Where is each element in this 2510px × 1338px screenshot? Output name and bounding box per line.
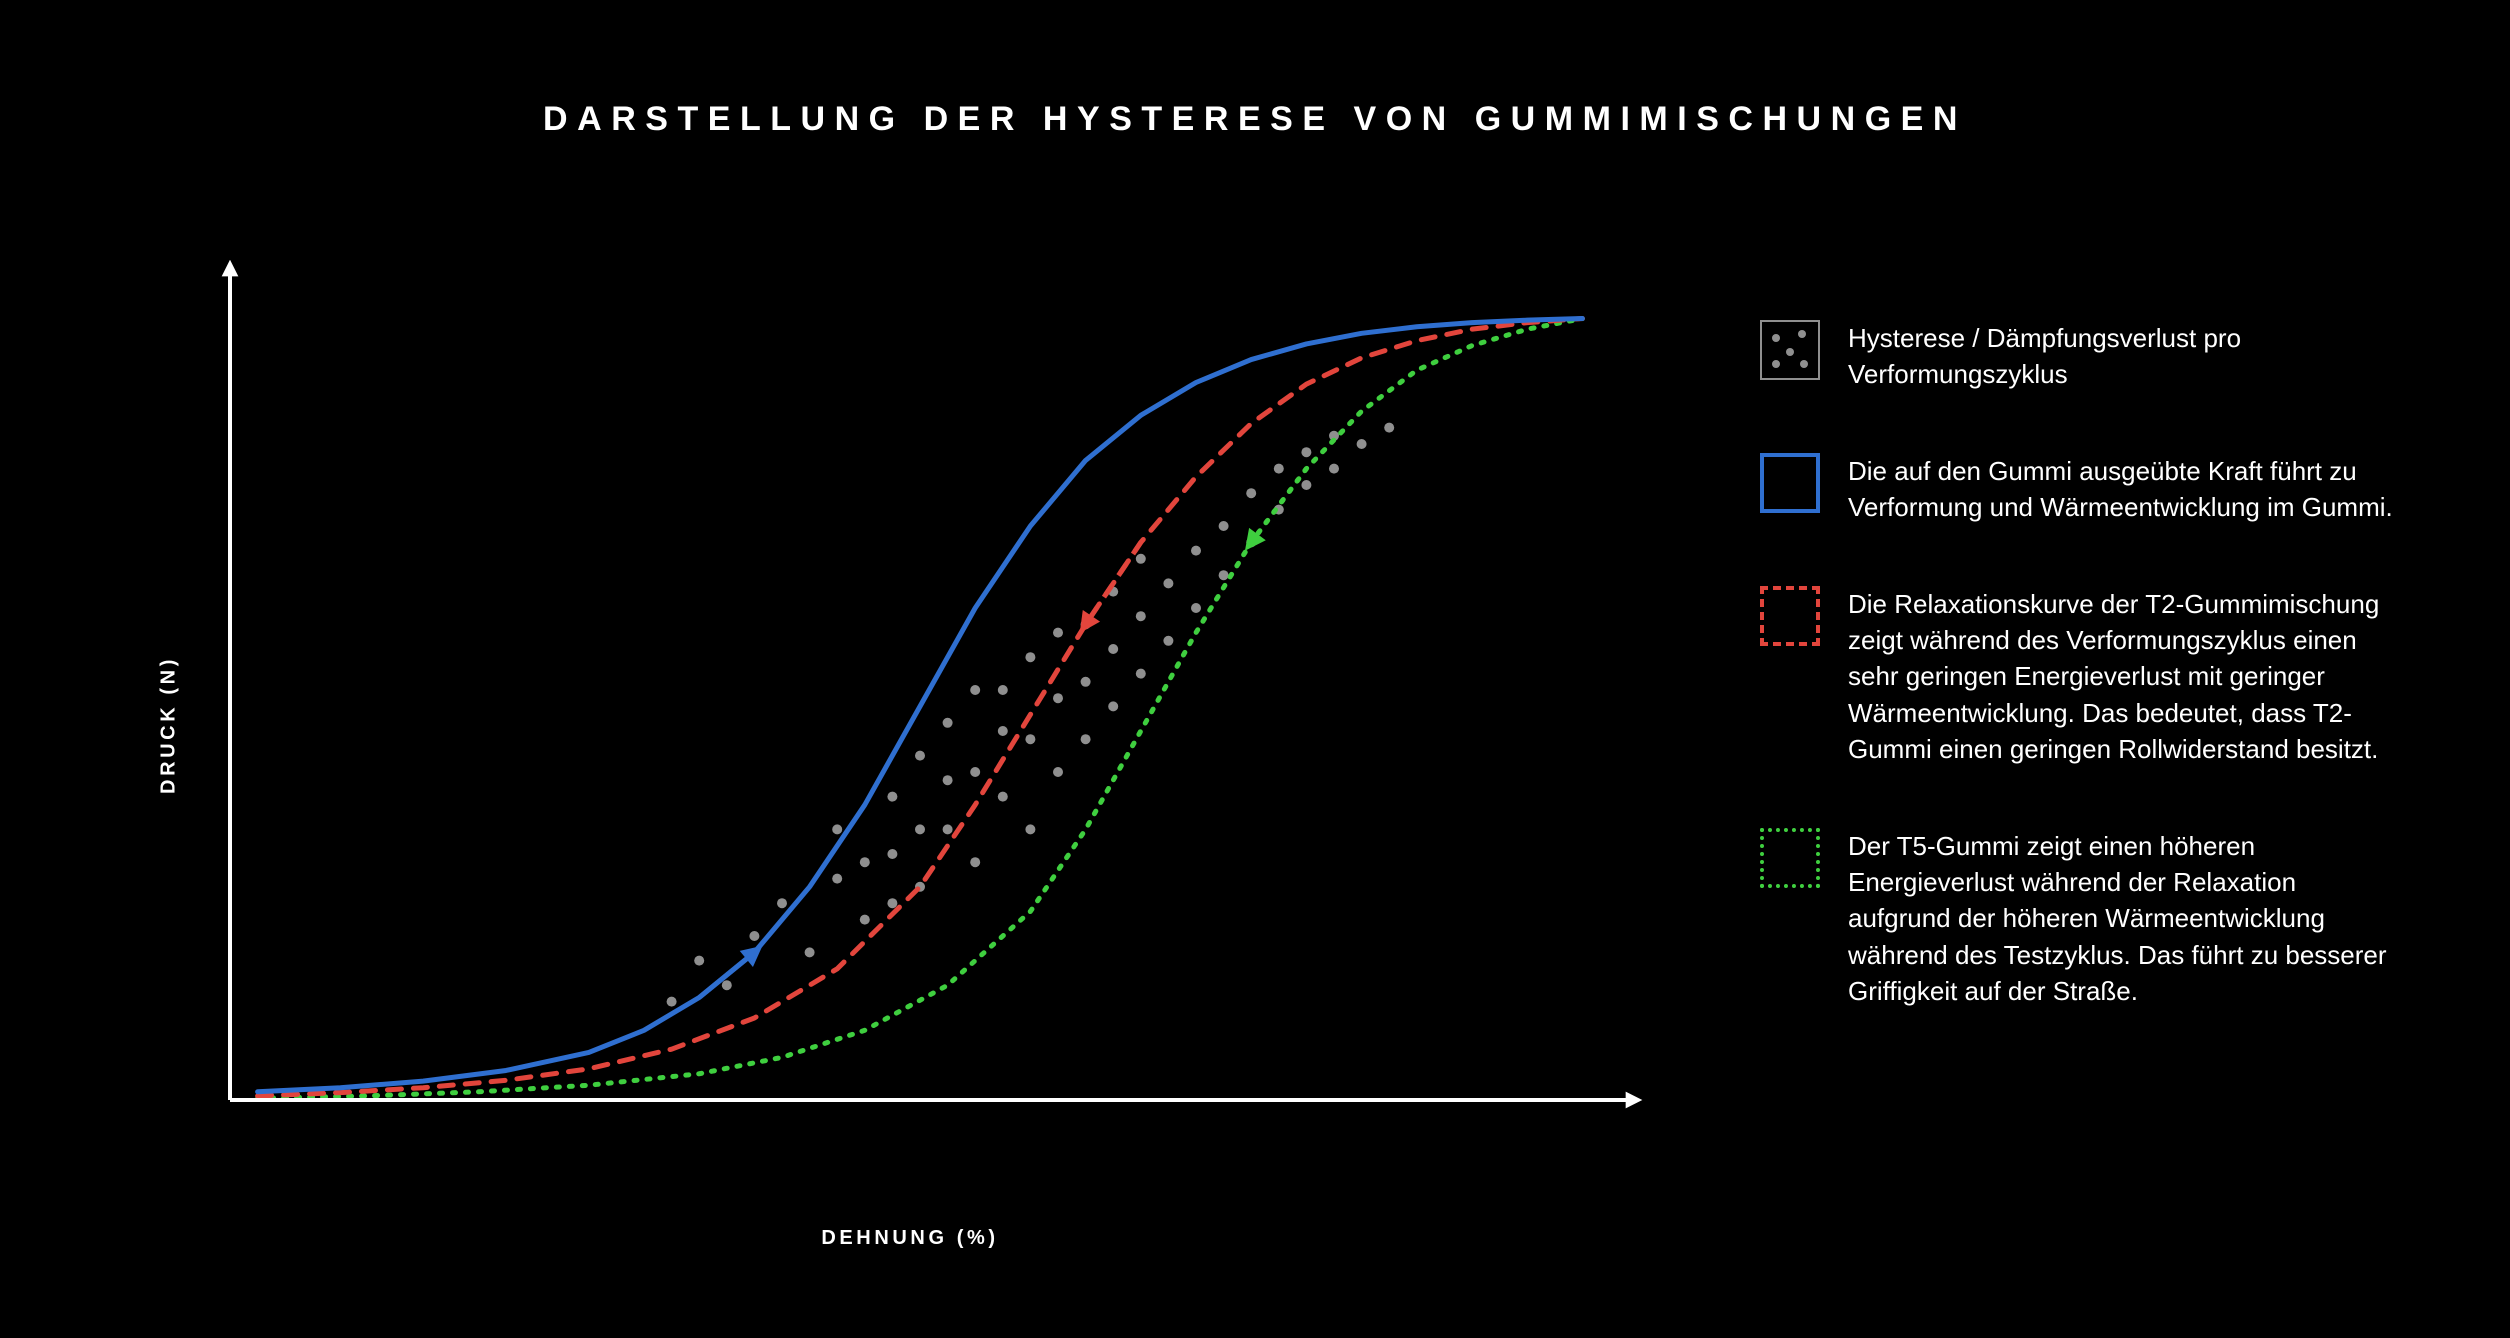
legend-text-dots: Hysterese / Dämpfungsverlust pro Verform…: [1848, 320, 2400, 393]
y-axis-label: DRUCK (N): [157, 656, 180, 794]
legend-swatch-dots: [1760, 320, 1820, 380]
hysteresis-chart: DRUCK (N) DEHNUNG (%): [170, 260, 1650, 1190]
blue-curve: [258, 319, 1583, 1092]
legend-text-green: Der T5-Gummi zeigt einen höheren Energie…: [1848, 828, 2400, 1010]
chart-svg: [170, 260, 1650, 1190]
legend-item-dots: Hysterese / Dämpfungsverlust pro Verform…: [1760, 320, 2400, 393]
legend-swatch-green: [1760, 828, 1820, 888]
legend-text-blue: Die auf den Gummi ausgeübte Kraft führt …: [1848, 453, 2400, 526]
legend-swatch-red: [1760, 586, 1820, 646]
legend-text-red: Die Relaxationskurve der T2-Gummimischun…: [1848, 586, 2400, 768]
legend: Hysterese / Dämpfungsverlust pro Verform…: [1760, 320, 2400, 1069]
legend-swatch-blue: [1760, 453, 1820, 513]
page-title: DARSTELLUNG DER HYSTERESE VON GUMMIMISCH…: [0, 100, 2510, 139]
x-axis-label: DEHNUNG (%): [821, 1227, 998, 1250]
legend-item-red: Die Relaxationskurve der T2-Gummimischun…: [1760, 586, 2400, 768]
page-root: DARSTELLUNG DER HYSTERESE VON GUMMIMISCH…: [0, 0, 2510, 1338]
legend-item-green: Der T5-Gummi zeigt einen höheren Energie…: [1760, 828, 2400, 1010]
legend-item-blue: Die auf den Gummi ausgeübte Kraft führt …: [1760, 453, 2400, 526]
